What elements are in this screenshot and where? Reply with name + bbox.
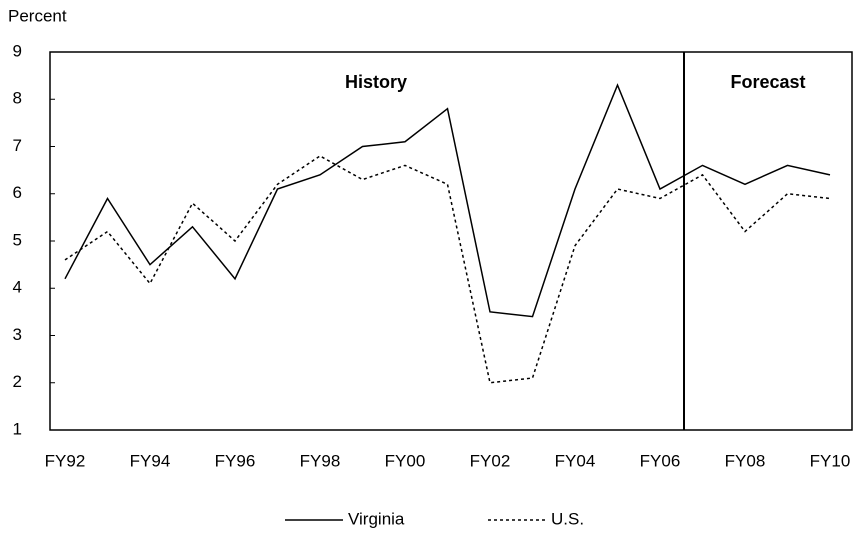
- series-line: [64, 155, 831, 384]
- x-tick-label: FY94: [130, 451, 171, 470]
- plot-frame: [49, 51, 853, 431]
- x-tick-label: FY06: [640, 451, 681, 470]
- y-axis-label: Percent: [8, 6, 67, 25]
- x-tick-label: FY04: [555, 451, 596, 470]
- x-tick-label: FY92: [45, 451, 86, 470]
- annotation: History: [345, 72, 407, 92]
- y-tick-label: 3: [13, 325, 22, 344]
- x-tick-label: FY10: [810, 451, 851, 470]
- y-tick-label: 1: [13, 419, 22, 438]
- y-tick-label: 6: [13, 183, 22, 202]
- legend-label: U.S.: [551, 509, 584, 528]
- x-tick-label: FY96: [215, 451, 256, 470]
- series-line: [64, 83, 831, 318]
- y-tick-label: 7: [13, 136, 22, 155]
- y-tick-label: 9: [13, 41, 22, 60]
- y-tick-label: 4: [13, 278, 22, 297]
- x-tick-label: FY00: [385, 451, 426, 470]
- x-tick-label: FY98: [300, 451, 341, 470]
- annotation: Forecast: [730, 72, 805, 92]
- x-tick-label: FY08: [725, 451, 766, 470]
- x-tick-label: FY02: [470, 451, 511, 470]
- y-tick-label: 5: [13, 230, 22, 249]
- y-tick-label: 8: [13, 89, 22, 108]
- legend-label: Virginia: [348, 509, 405, 528]
- y-tick-label: 2: [13, 372, 22, 391]
